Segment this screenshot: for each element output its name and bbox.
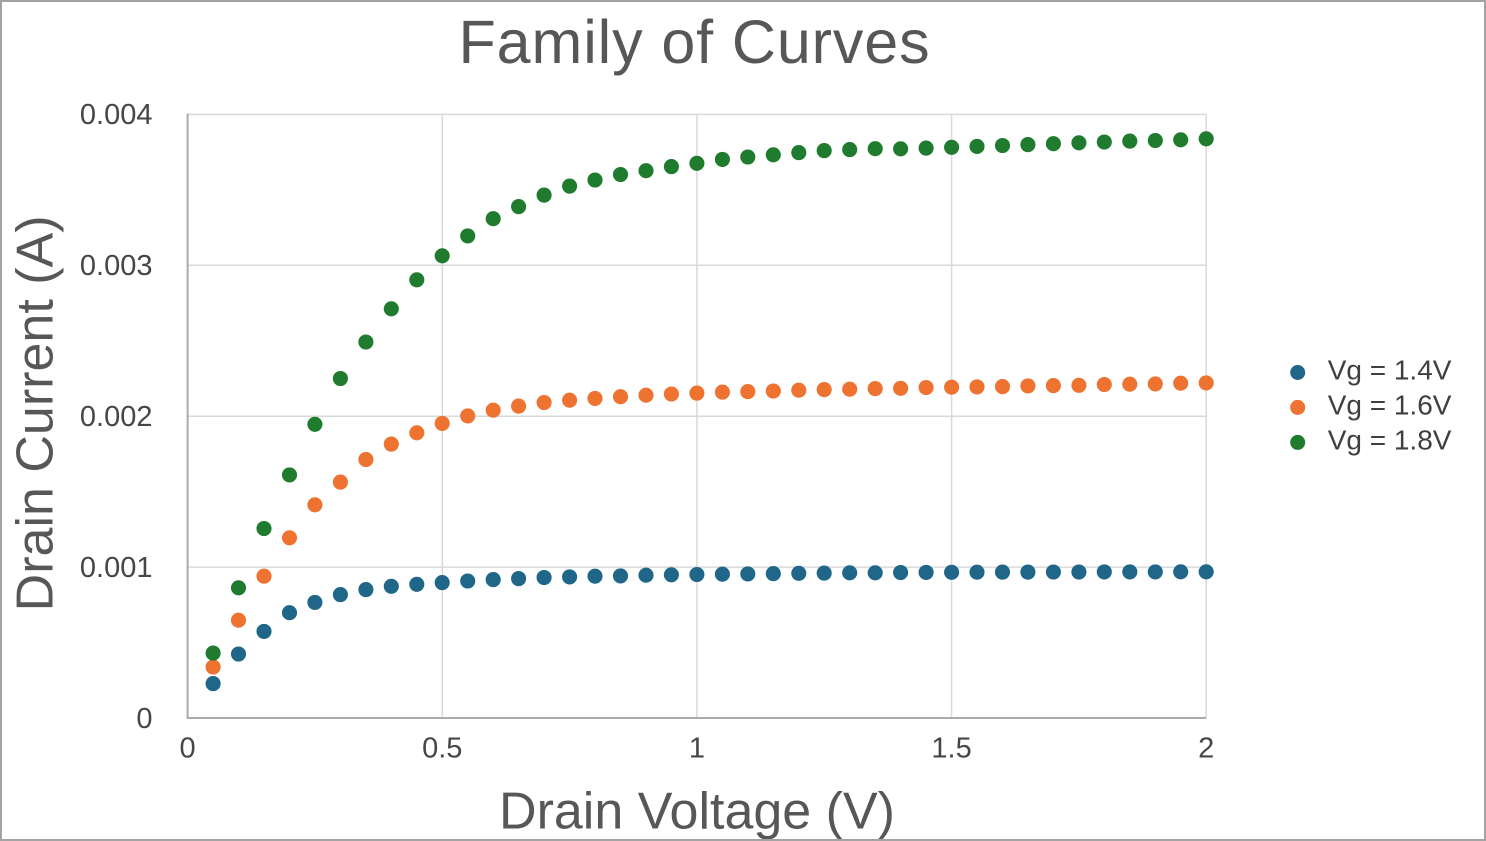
svg-text:0: 0	[180, 733, 196, 765]
svg-text:Vg = 1.8V: Vg = 1.8V	[1328, 425, 1452, 456]
svg-text:0.5: 0.5	[422, 733, 462, 765]
svg-text:Vg = 1.4V: Vg = 1.4V	[1328, 355, 1452, 386]
svg-text:Vg = 1.6V: Vg = 1.6V	[1328, 390, 1452, 421]
svg-text:0.003: 0.003	[80, 250, 153, 282]
svg-text:0.004: 0.004	[80, 99, 153, 131]
svg-text:Family of Curves: Family of Curves	[459, 8, 931, 76]
svg-text:0.002: 0.002	[80, 401, 153, 433]
svg-text:1: 1	[689, 733, 705, 765]
svg-text:2: 2	[1198, 733, 1214, 765]
svg-text:0.001: 0.001	[80, 552, 153, 584]
svg-text:0: 0	[136, 703, 152, 735]
svg-text:Drain Current (A): Drain Current (A)	[7, 215, 65, 611]
svg-text:1.5: 1.5	[931, 733, 971, 765]
svg-text:Drain Voltage (V): Drain Voltage (V)	[499, 783, 895, 841]
